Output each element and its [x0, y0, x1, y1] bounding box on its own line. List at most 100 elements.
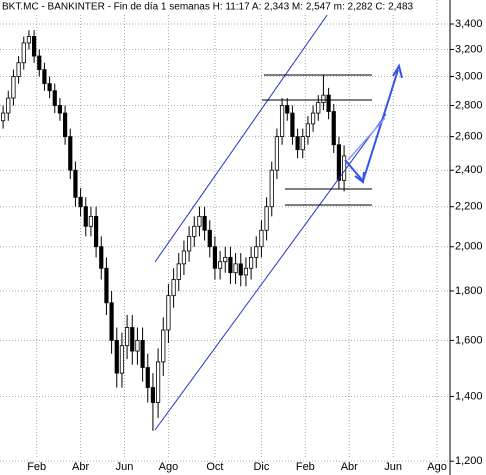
y-tick-label: 3,000 [455, 70, 483, 82]
candle-body [109, 302, 114, 341]
candle-body [197, 215, 202, 227]
candle-body [104, 267, 109, 304]
candle-body [181, 250, 187, 265]
arrow-head [354, 171, 365, 184]
y-tick-label: 3,200 [455, 43, 483, 55]
candle-body [166, 295, 171, 331]
candle-body [186, 235, 192, 252]
candle-body [290, 112, 295, 138]
candle-body [223, 256, 228, 263]
candle-body [336, 144, 342, 181]
candle-body [0, 112, 6, 122]
y-tick-label: 2,000 [455, 241, 483, 253]
candle-body [341, 155, 347, 181]
candle-body [26, 36, 32, 44]
candle-body [321, 94, 326, 103]
y-tick-label: 1,600 [455, 334, 483, 346]
candle-body [269, 169, 274, 208]
candle-body [130, 327, 135, 352]
candle-body [119, 345, 125, 374]
candle-body [259, 229, 264, 248]
candles [0, 30, 347, 431]
candle-body [248, 256, 254, 269]
candle-body [202, 215, 207, 231]
candle-body [192, 225, 197, 237]
x-tick-label: Dic [253, 461, 269, 473]
candle-body [114, 340, 119, 374]
axes: 1,200 1,400 1,600 1,800 2,000 2,200 2,400 2,600… [27, 0, 483, 475]
candle-body [316, 102, 321, 114]
y-tick-label: 2,400 [455, 164, 483, 176]
candle-body [176, 263, 181, 280]
candle-body [310, 112, 316, 125]
candle-body [238, 263, 243, 276]
channel-lower [154, 113, 387, 431]
candle-body [52, 90, 57, 106]
y-tick-label: 1,800 [455, 285, 483, 297]
x-tick-label: Jun [116, 461, 134, 473]
chart-title: BKT.MC - BANKINTER - Fin de día 1 semana… [2, 2, 414, 13]
x-tick-label: Oct [206, 461, 223, 473]
y-tick-label: 1,400 [455, 390, 483, 402]
candle-body [21, 42, 26, 64]
candle-body [93, 215, 99, 248]
candle-body [78, 196, 83, 208]
x-tick-label: Feb [296, 461, 315, 473]
candle-body [285, 105, 290, 114]
x-tick-label: Abr [72, 461, 89, 473]
candle-body [16, 62, 21, 77]
candle-body [300, 136, 305, 151]
candle-body [155, 361, 161, 403]
candle-body [254, 246, 259, 258]
candle-body [279, 105, 285, 138]
candle-body [207, 229, 212, 248]
x-tick-label: Ago [159, 461, 179, 473]
candle-body [243, 267, 249, 276]
candle-body [42, 69, 47, 84]
candle-body [73, 169, 78, 198]
x-tick-label: Abr [341, 461, 358, 473]
y-tick-label: 2,800 [455, 99, 483, 111]
title-bg [0, 0, 418, 15]
drawings [154, 7, 403, 431]
candle-body [305, 123, 311, 138]
candle-body [57, 105, 63, 114]
candle-body [124, 327, 130, 347]
x-tick-label: Jun [384, 461, 402, 473]
candle-body [161, 329, 166, 363]
candle-body [233, 263, 238, 274]
candle-body [212, 246, 218, 269]
x-tick-label: Ago [427, 461, 447, 473]
candle-body [171, 279, 176, 297]
candle-body [331, 111, 336, 146]
channel-upper [154, 7, 333, 263]
candle-body [295, 136, 300, 151]
candle-body [37, 55, 42, 70]
candle-body [83, 206, 88, 227]
y-tick-label: 2,600 [455, 131, 483, 143]
x-tick-label: Feb [27, 461, 46, 473]
candle-body [274, 136, 280, 171]
y-tick-label: 2,200 [455, 201, 483, 213]
candle-body [31, 36, 37, 57]
candle-body [99, 246, 104, 269]
candle-body [228, 256, 233, 274]
candle-body [145, 367, 150, 388]
candle-body [62, 112, 68, 138]
candle-body [68, 136, 73, 171]
forecast-line [347, 117, 386, 161]
candle-body [11, 76, 16, 99]
candle-body [264, 206, 269, 231]
candle-body [6, 97, 11, 114]
candle-body [135, 340, 140, 352]
candle-body [47, 83, 52, 92]
arrow-head [392, 63, 403, 79]
y-tick-label: 3,400 [455, 18, 483, 30]
candle-body [217, 261, 223, 269]
candle-body [140, 340, 145, 368]
y-tick-label: 1,200 [455, 455, 483, 467]
candle-body [326, 94, 331, 112]
candle-body [150, 387, 156, 403]
